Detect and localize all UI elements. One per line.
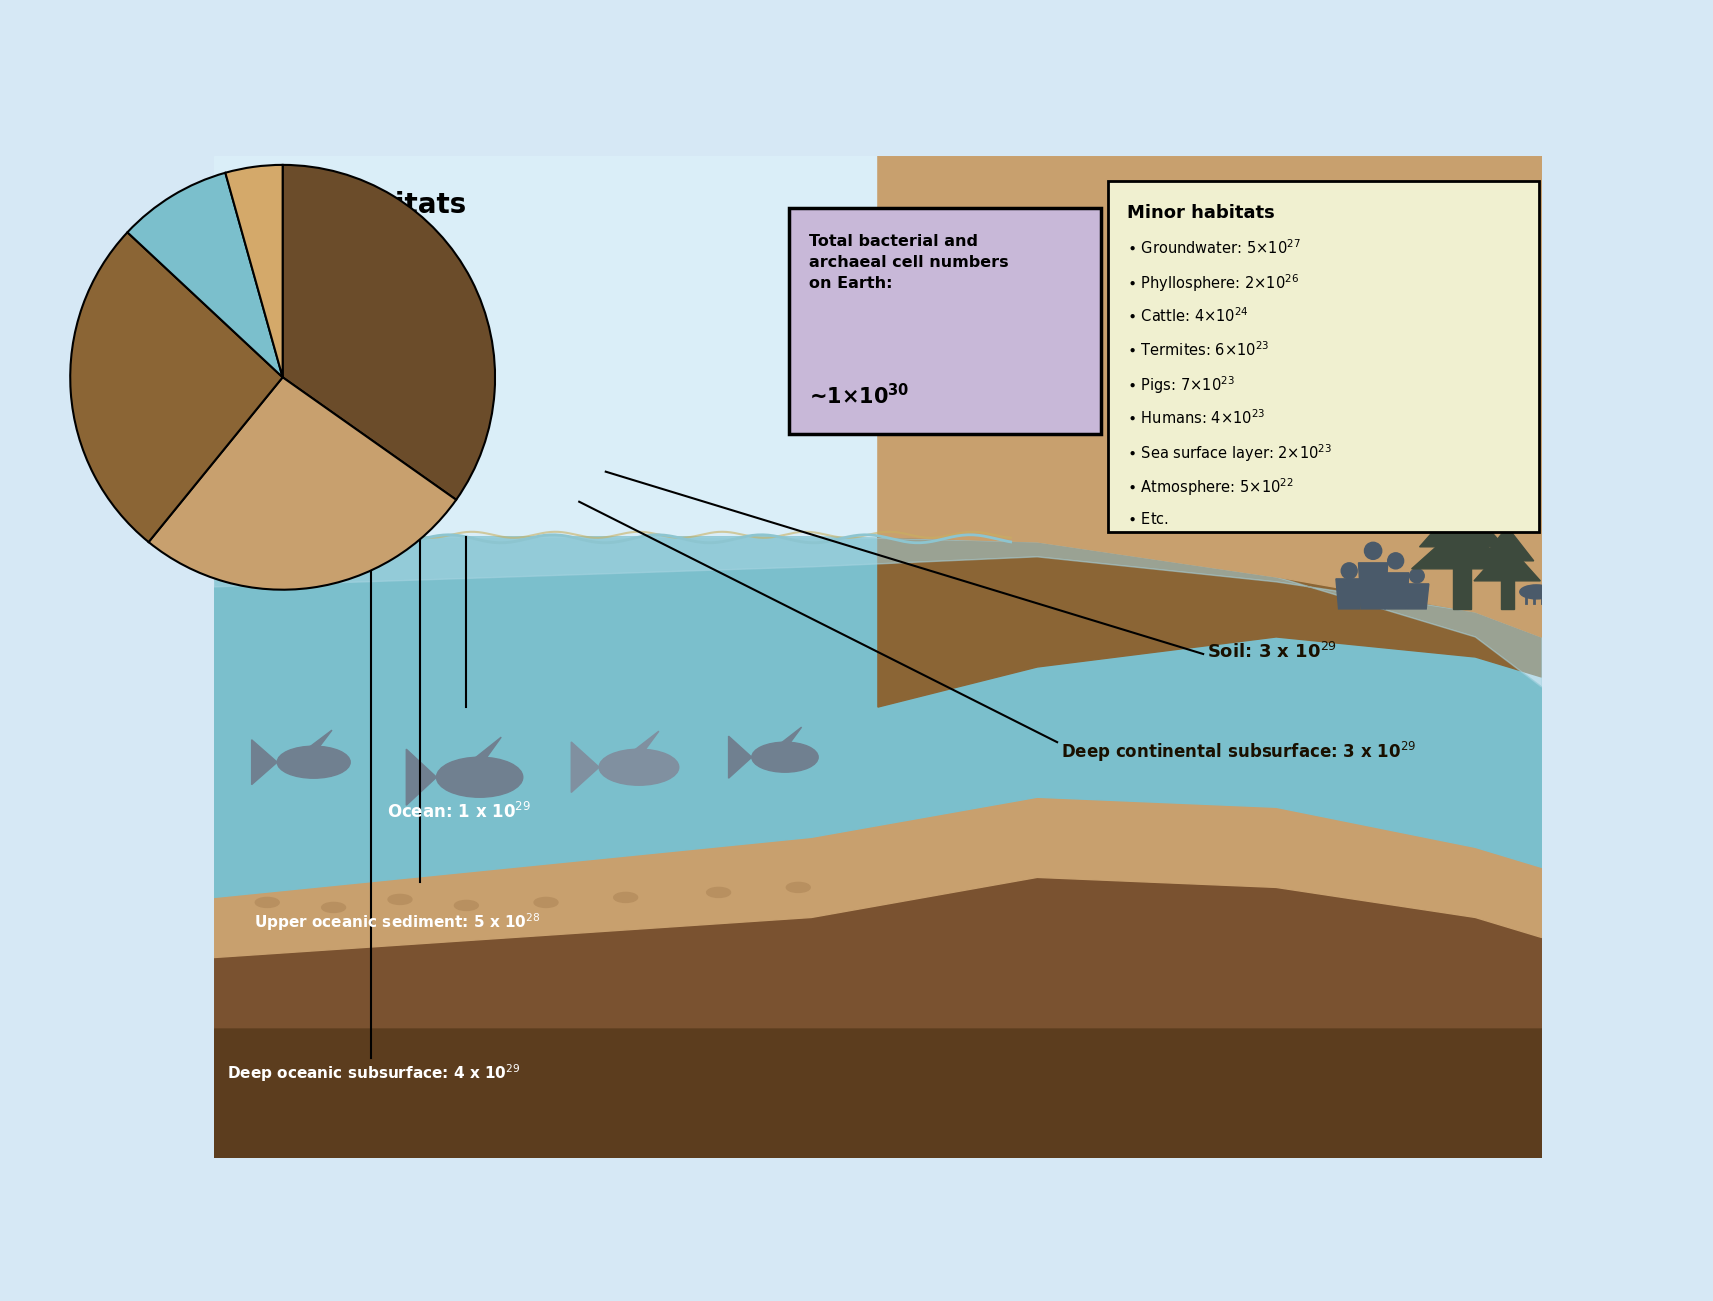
Polygon shape (879, 537, 1542, 708)
Ellipse shape (278, 747, 349, 778)
Wedge shape (283, 165, 495, 500)
Ellipse shape (707, 887, 730, 898)
Polygon shape (1336, 579, 1362, 609)
Polygon shape (728, 736, 752, 778)
Polygon shape (214, 537, 1542, 687)
Ellipse shape (437, 757, 522, 798)
Ellipse shape (600, 749, 678, 786)
Ellipse shape (1341, 563, 1357, 579)
Polygon shape (1412, 524, 1513, 569)
Polygon shape (1473, 544, 1540, 580)
Polygon shape (252, 740, 278, 785)
Ellipse shape (322, 903, 346, 912)
Ellipse shape (454, 900, 478, 911)
Ellipse shape (752, 742, 819, 773)
Ellipse shape (255, 898, 279, 908)
Ellipse shape (389, 894, 411, 904)
Polygon shape (406, 749, 437, 805)
Polygon shape (471, 738, 502, 761)
Wedge shape (70, 233, 283, 543)
Polygon shape (630, 731, 660, 753)
Polygon shape (214, 156, 1542, 1158)
Text: ~$\mathbf{1}$$\mathbf{\times}$$\mathbf{10^{30}}$: ~$\mathbf{1}$$\mathbf{\times}$$\mathbf{1… (809, 384, 910, 409)
Polygon shape (1405, 584, 1429, 609)
Polygon shape (214, 156, 1542, 576)
Text: Deep continental subsurface: 3 x 10$^{29}$: Deep continental subsurface: 3 x 10$^{29… (1060, 740, 1417, 764)
Text: $\bullet$ Sea surface layer: 2$\times$10$^{23}$: $\bullet$ Sea surface layer: 2$\times$10… (1127, 442, 1333, 464)
FancyBboxPatch shape (1108, 181, 1538, 532)
Polygon shape (214, 537, 1542, 898)
Text: Minor habitats: Minor habitats (1127, 204, 1274, 222)
Wedge shape (127, 173, 283, 377)
Polygon shape (1420, 498, 1504, 546)
Ellipse shape (786, 882, 810, 892)
Text: $\bullet$ Atmosphere: 5$\times$10$^{22}$: $\bullet$ Atmosphere: 5$\times$10$^{22}$ (1127, 476, 1295, 498)
FancyBboxPatch shape (790, 208, 1101, 433)
Text: $\bullet$ Groundwater: 5$\times$10$^{27}$: $\bullet$ Groundwater: 5$\times$10$^{27}… (1127, 238, 1302, 258)
Polygon shape (778, 727, 802, 745)
Ellipse shape (1388, 553, 1403, 569)
Text: Major habitats: Major habitats (238, 191, 466, 219)
Polygon shape (214, 877, 1542, 1028)
Ellipse shape (613, 892, 637, 903)
Polygon shape (307, 730, 332, 749)
Ellipse shape (1410, 569, 1424, 583)
Polygon shape (214, 1028, 1542, 1158)
Text: $\bullet$ Etc.: $\bullet$ Etc. (1127, 511, 1170, 527)
Polygon shape (214, 798, 1542, 958)
Polygon shape (879, 156, 1542, 637)
Bar (1453, 563, 1471, 609)
Text: Ocean: 1 x 10$^{29}$: Ocean: 1 x 10$^{29}$ (387, 803, 531, 822)
Polygon shape (570, 742, 600, 792)
Wedge shape (149, 377, 456, 589)
Text: $\bullet$ Humans: 4$\times$10$^{23}$: $\bullet$ Humans: 4$\times$10$^{23}$ (1127, 409, 1266, 427)
Ellipse shape (534, 898, 558, 908)
Text: $\bullet$ Cattle: 4$\times$10$^{24}$: $\bullet$ Cattle: 4$\times$10$^{24}$ (1127, 306, 1249, 325)
Text: $\bullet$ Phyllosphere: 2$\times$10$^{26}$: $\bullet$ Phyllosphere: 2$\times$10$^{26… (1127, 272, 1300, 294)
Ellipse shape (1365, 543, 1382, 559)
Polygon shape (1480, 527, 1533, 561)
Polygon shape (1429, 480, 1495, 527)
Text: Deep oceanic subsurface: 4 x 10$^{29}$: Deep oceanic subsurface: 4 x 10$^{29}$ (228, 1062, 521, 1084)
Text: Total bacterial and
archaeal cell numbers
on Earth:: Total bacterial and archaeal cell number… (809, 234, 1009, 291)
Text: $\bullet$ Termites: 6$\times$10$^{23}$: $\bullet$ Termites: 6$\times$10$^{23}$ (1127, 341, 1269, 359)
Text: Soil: 3 x 10$^{29}$: Soil: 3 x 10$^{29}$ (1208, 641, 1338, 662)
Text: $\bullet$ Pigs: 7$\times$10$^{23}$: $\bullet$ Pigs: 7$\times$10$^{23}$ (1127, 375, 1235, 397)
Polygon shape (1358, 563, 1388, 609)
Bar (1501, 579, 1514, 609)
Wedge shape (226, 165, 283, 377)
Text: Upper oceanic sediment: 5 x 10$^{28}$: Upper oceanic sediment: 5 x 10$^{28}$ (254, 912, 541, 933)
Ellipse shape (1519, 585, 1554, 598)
Polygon shape (1382, 572, 1410, 609)
Ellipse shape (1547, 583, 1561, 591)
